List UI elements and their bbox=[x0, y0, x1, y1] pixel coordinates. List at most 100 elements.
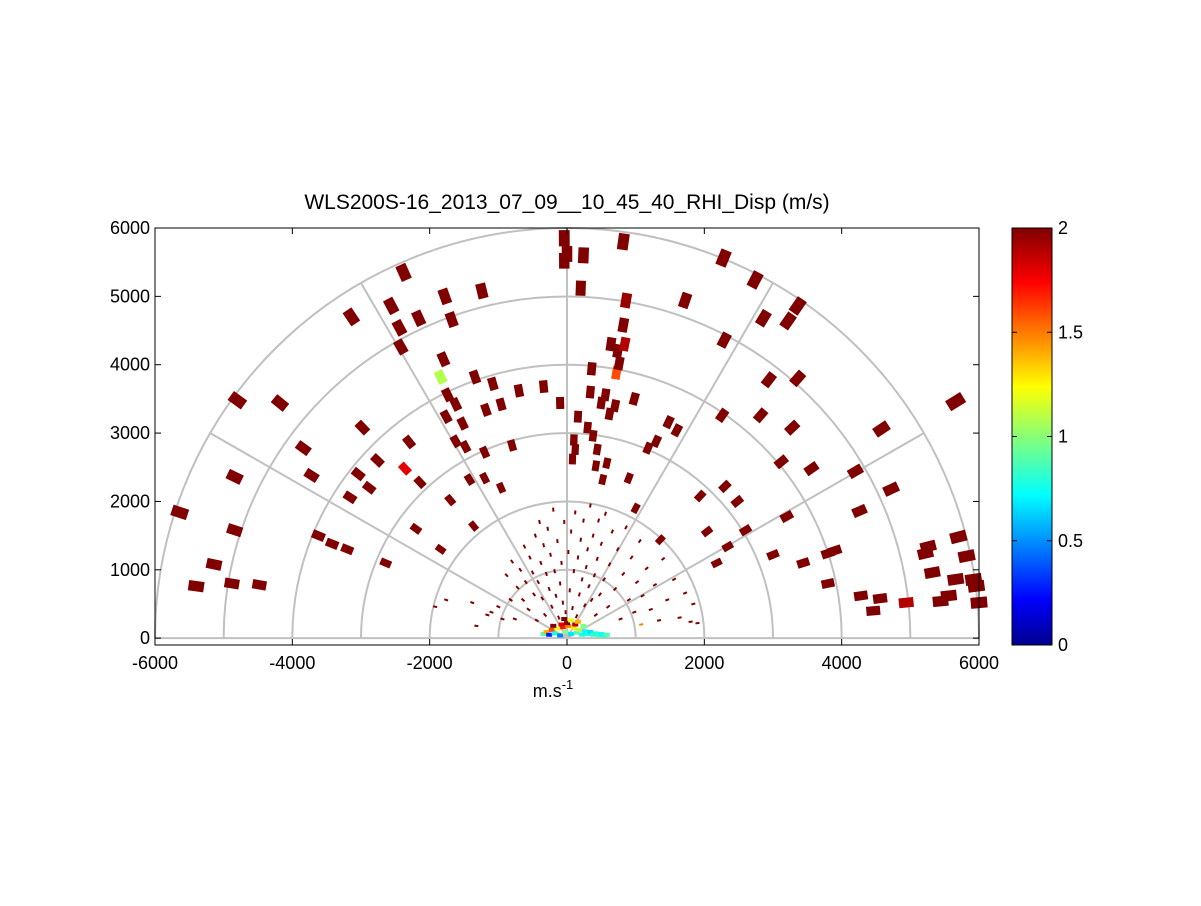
near-point-90 bbox=[688, 620, 693, 624]
near-point-86 bbox=[665, 598, 670, 602]
point-70 bbox=[592, 443, 602, 456]
spoke-30 bbox=[566, 432, 925, 640]
near-point-25 bbox=[544, 571, 548, 577]
origin-point-3 bbox=[548, 627, 555, 632]
point-101 bbox=[716, 331, 732, 349]
point-138 bbox=[898, 596, 915, 609]
point-137 bbox=[967, 579, 986, 593]
point-25 bbox=[397, 461, 412, 476]
point-35 bbox=[440, 387, 455, 403]
near-point-16 bbox=[532, 592, 537, 597]
point-128 bbox=[919, 539, 937, 554]
point-109 bbox=[773, 454, 790, 470]
near-point-12 bbox=[523, 579, 528, 585]
point-133 bbox=[945, 392, 967, 412]
point-92 bbox=[670, 423, 684, 438]
point-108 bbox=[766, 548, 780, 561]
near-point-41 bbox=[568, 588, 571, 593]
origin-point-31 bbox=[580, 623, 587, 628]
point-98 bbox=[721, 540, 735, 553]
point-38 bbox=[449, 396, 463, 412]
y-tick-label: 1000 bbox=[110, 560, 150, 580]
near-point-69 bbox=[610, 529, 615, 534]
x-axis-label: m.s-1 bbox=[533, 677, 574, 701]
point-23 bbox=[393, 338, 409, 356]
point-120 bbox=[846, 463, 865, 480]
near-point-10 bbox=[520, 597, 526, 602]
point-135 bbox=[957, 549, 976, 564]
near-point-82 bbox=[648, 607, 653, 612]
point-20 bbox=[379, 557, 393, 569]
near-point-35 bbox=[558, 581, 562, 586]
near-point-93 bbox=[474, 624, 479, 628]
point-103 bbox=[738, 523, 753, 537]
near-point-1 bbox=[489, 610, 494, 614]
origin-point-8 bbox=[562, 630, 569, 635]
near-point-76 bbox=[629, 555, 634, 560]
point-29 bbox=[413, 475, 427, 490]
origin-point-27 bbox=[568, 618, 575, 623]
origin-point-30 bbox=[550, 623, 557, 628]
point-39 bbox=[449, 434, 463, 449]
near-point-43 bbox=[571, 605, 574, 611]
origin-point-23 bbox=[603, 632, 610, 637]
point-44 bbox=[468, 369, 482, 385]
near-point-37 bbox=[561, 600, 565, 605]
near-point-68 bbox=[607, 562, 612, 567]
point-66 bbox=[585, 385, 596, 399]
near-point-20 bbox=[538, 519, 541, 525]
near-point-66 bbox=[603, 511, 607, 516]
point-47 bbox=[479, 471, 491, 485]
point-114 bbox=[789, 369, 807, 388]
point-6 bbox=[227, 391, 248, 410]
near-point-71 bbox=[615, 547, 620, 552]
point-15 bbox=[342, 307, 361, 327]
near-point-47 bbox=[576, 555, 580, 560]
near-point-84 bbox=[656, 619, 662, 622]
point-125 bbox=[872, 420, 891, 438]
point-87 bbox=[630, 502, 641, 515]
near-point-6 bbox=[510, 559, 515, 564]
point-19 bbox=[369, 453, 385, 468]
near-point-52 bbox=[583, 603, 587, 608]
point-68 bbox=[588, 429, 598, 442]
point-30 bbox=[434, 543, 447, 555]
origin-point-5 bbox=[554, 626, 561, 631]
near-point-48 bbox=[577, 592, 581, 597]
near-point-89 bbox=[682, 591, 688, 595]
x-tick-label: 0 bbox=[562, 653, 572, 673]
point-72 bbox=[598, 473, 608, 486]
origin-point-4 bbox=[551, 631, 558, 636]
near-point-15 bbox=[530, 570, 535, 575]
point-52 bbox=[506, 439, 518, 452]
point-106 bbox=[754, 308, 772, 328]
near-point-92 bbox=[695, 621, 700, 625]
colorbar-gradient bbox=[1011, 227, 1053, 646]
axis-ticks: -6000 -4000 -2000 0 2000 4000 6000 0 1000 2000 300… bbox=[110, 218, 999, 673]
point-112 bbox=[784, 419, 801, 436]
point-99 bbox=[718, 479, 732, 494]
point-27 bbox=[409, 522, 423, 535]
point-5 bbox=[225, 468, 244, 485]
point-8 bbox=[270, 394, 290, 412]
point-126 bbox=[882, 481, 901, 497]
point-56 bbox=[558, 230, 570, 247]
x-tick-label: -2000 bbox=[407, 653, 453, 673]
y-tick-label: 2000 bbox=[110, 491, 150, 511]
point-123 bbox=[865, 605, 881, 617]
point-73 bbox=[600, 388, 611, 402]
near-point-53 bbox=[584, 564, 588, 570]
point-37 bbox=[444, 311, 459, 329]
spoke-60 bbox=[566, 282, 774, 639]
near-point-26 bbox=[546, 526, 550, 531]
point-82 bbox=[617, 317, 630, 333]
near-point-49 bbox=[579, 537, 582, 542]
near-point-94 bbox=[470, 600, 475, 605]
point-90 bbox=[654, 534, 666, 546]
x-tick-label: 2000 bbox=[684, 653, 724, 673]
colorbar-tick-label: 1.5 bbox=[1058, 322, 1083, 342]
point-42 bbox=[463, 473, 476, 487]
point-83 bbox=[618, 336, 631, 352]
